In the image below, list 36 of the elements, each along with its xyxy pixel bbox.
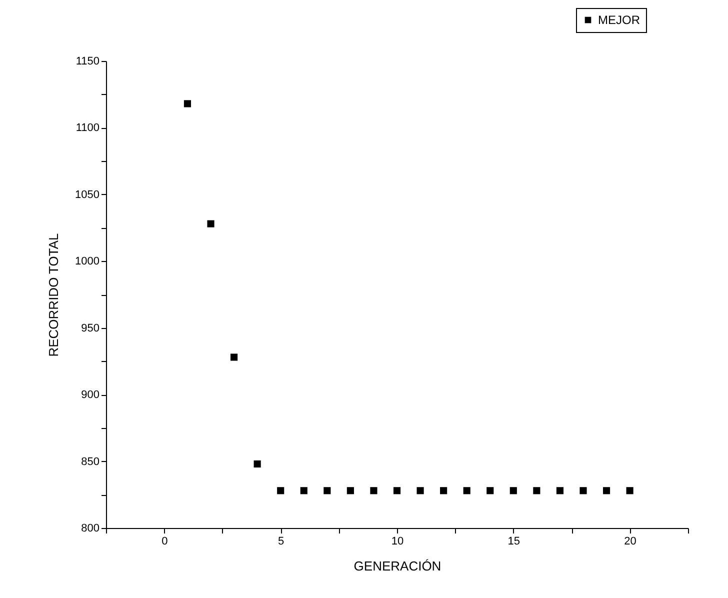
point — [556, 487, 564, 494]
point — [486, 487, 494, 494]
point — [230, 354, 238, 361]
y-tick-label: 1150 — [76, 56, 100, 68]
point — [602, 487, 610, 494]
point — [510, 487, 517, 494]
y-tick-label: 950 — [81, 322, 100, 334]
point — [440, 487, 448, 494]
y-tick-label: 800 — [81, 522, 100, 534]
point — [533, 487, 540, 494]
x-tick-label: 15 — [508, 536, 520, 548]
point — [346, 487, 354, 494]
y-tick-label: 850 — [81, 456, 100, 468]
point — [184, 100, 192, 108]
point — [463, 487, 470, 494]
point — [277, 487, 284, 494]
x-tick-label: 10 — [391, 536, 404, 548]
y-tick-label: 1000 — [75, 256, 100, 268]
y-tick-label: 1100 — [76, 122, 100, 134]
y-tick-label: 900 — [81, 389, 100, 402]
x-tick-label: 20 — [624, 536, 636, 548]
point — [207, 220, 214, 228]
x-tick-label: 5 — [278, 536, 284, 548]
point — [300, 487, 308, 494]
point — [370, 487, 378, 494]
point — [416, 487, 424, 494]
x-axis-title: GENERACIÓN — [354, 558, 442, 574]
point — [254, 460, 261, 468]
legend-label: MEJOR — [598, 13, 640, 27]
point — [580, 487, 587, 494]
y-tick-label: 1050 — [75, 188, 100, 201]
y-axis-title: RECORRIDO TOTAL — [46, 233, 62, 357]
point — [626, 487, 634, 494]
point — [324, 487, 331, 494]
x-tick-label: 0 — [162, 536, 168, 548]
point — [393, 487, 401, 494]
